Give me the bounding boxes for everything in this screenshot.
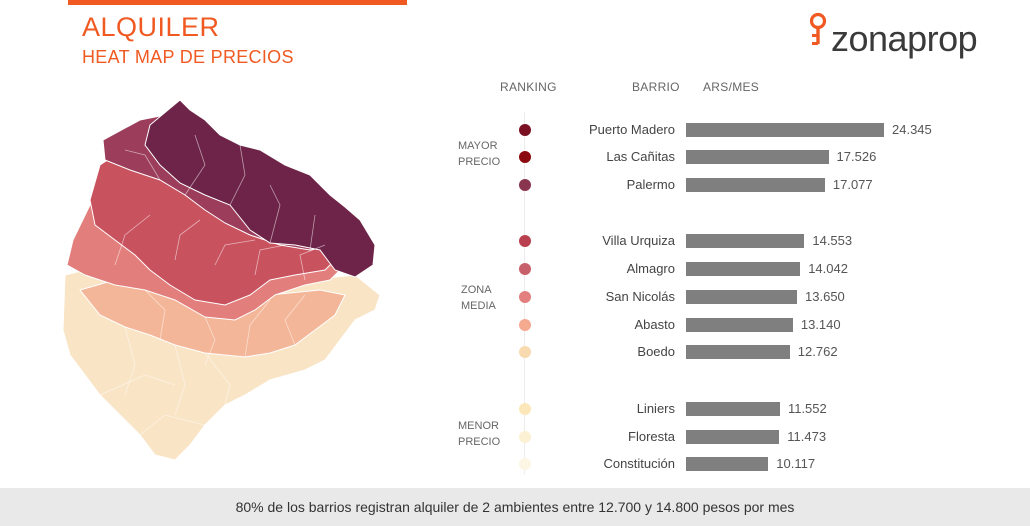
ranking-dot xyxy=(519,263,531,275)
price-bar xyxy=(686,430,780,444)
logo-text: zonaprop xyxy=(831,18,978,59)
price-value-label: 13.140 xyxy=(800,317,841,332)
page-subtitle: HEAT MAP DE PRECIOS xyxy=(82,47,294,67)
zone-label-mid-line1: ZONA xyxy=(461,284,492,296)
price-bar xyxy=(686,178,825,192)
price-bar xyxy=(686,150,829,164)
buenos-aires-heat-map xyxy=(62,99,381,461)
ranking-dot xyxy=(519,291,531,303)
barrio-label: Almagro xyxy=(626,261,675,276)
zone-label-high-line2: PRECIO xyxy=(458,156,501,168)
barrio-label: Constitución xyxy=(603,456,675,471)
zone-label-low: MENOR PRECIO xyxy=(458,418,500,450)
barrio-label: Floresta xyxy=(628,429,675,444)
price-bar xyxy=(686,123,884,137)
barrio-label: Liniers xyxy=(636,401,675,416)
footer-banner: 80% de los barrios registran alquiler de… xyxy=(0,488,1030,526)
price-value-label: 24.345 xyxy=(892,122,932,137)
price-bar xyxy=(686,457,769,471)
ranking-dot xyxy=(519,179,531,191)
ranking-dot xyxy=(519,151,531,163)
price-bar xyxy=(686,262,801,276)
price-value-label: 14.553 xyxy=(812,233,853,248)
barrio-label: Las Cañitas xyxy=(606,149,675,164)
zone-label-mid: ZONA MEDIA xyxy=(461,282,496,314)
barrio-label: Puerto Madero xyxy=(589,122,675,137)
price-bar xyxy=(686,290,798,304)
price-value-label: 11.552 xyxy=(787,401,827,416)
price-value-label: 13.650 xyxy=(805,289,845,304)
barrio-header: BARRIO xyxy=(632,80,680,94)
price-value-label: 11.473 xyxy=(787,429,827,444)
ranking-dot xyxy=(519,235,531,247)
zonaprop-logo: zonaprop xyxy=(806,12,1006,59)
price-bar xyxy=(686,345,790,359)
price-value-label: 17.077 xyxy=(832,177,873,192)
map-neighbourhood-borders xyxy=(99,134,326,436)
barrio-label: San Nicolás xyxy=(605,289,675,304)
page-title: ALQUILER xyxy=(82,12,220,42)
ranking-dot xyxy=(519,319,531,331)
zone-label-high: MAYOR PRECIO xyxy=(458,138,500,170)
ranking-dot xyxy=(519,346,531,358)
map-zone-darkest xyxy=(144,99,376,278)
price-value-label: 10.117 xyxy=(776,456,816,471)
price-bar xyxy=(686,318,793,332)
barrio-label: Palermo xyxy=(626,177,675,192)
zone-label-low-line2: PRECIO xyxy=(458,436,501,448)
ranking-header: RANKING xyxy=(500,80,557,94)
ranking-dot xyxy=(519,458,531,470)
zone-label-high-line1: MAYOR xyxy=(458,140,498,152)
barrio-label: Abasto xyxy=(634,317,675,332)
ranking-dot xyxy=(519,403,531,415)
barrio-label: Villa Urquiza xyxy=(602,233,675,248)
ranking-dot xyxy=(519,124,531,136)
footer-text: 80% de los barrios registran alquiler de… xyxy=(235,499,795,515)
price-bar xyxy=(686,234,805,248)
zone-label-low-line1: MENOR xyxy=(458,420,499,432)
price-bar xyxy=(686,402,780,416)
zone-label-mid-line2: MEDIA xyxy=(461,300,496,312)
ranking-dot xyxy=(519,431,531,443)
pin-icon xyxy=(809,12,827,45)
barrio-label: Boedo xyxy=(637,344,675,359)
price-header: ARS/MES xyxy=(703,80,760,94)
top-accent-bar xyxy=(68,0,407,5)
price-value-label: 17.526 xyxy=(836,149,877,164)
price-value-label: 12.762 xyxy=(797,344,838,359)
price-value-label: 14.042 xyxy=(808,261,848,276)
